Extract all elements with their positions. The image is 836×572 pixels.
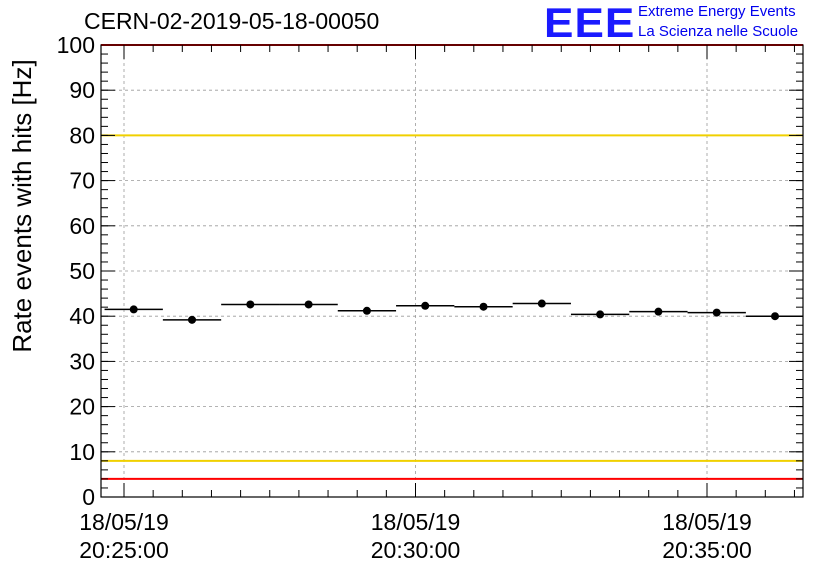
data-point <box>246 300 255 309</box>
y-tick-label: 100 <box>57 32 95 58</box>
eee-logo-line2: La Scienza nelle Scuole <box>638 23 799 40</box>
data-point <box>421 301 430 310</box>
y-tick-label: 50 <box>69 258 95 284</box>
y-tick-label: 0 <box>82 484 95 510</box>
y-tick-label: 70 <box>69 168 95 194</box>
x-tick-label-date: 18/05/19 <box>662 509 752 535</box>
x-tick-label-time: 20:30:00 <box>371 537 461 563</box>
eee-logo-line1: Extreme Energy Events <box>638 3 796 20</box>
data-point <box>129 305 138 314</box>
y-axis-label: Rate events with hits [Hz] <box>7 59 37 352</box>
y-tick-label: 20 <box>69 394 95 420</box>
data-point <box>479 302 488 311</box>
axis-layer: 010203040506070809010018/05/1920:25:0018… <box>57 32 803 563</box>
x-tick-label-date: 18/05/19 <box>79 509 169 535</box>
y-tick-label: 80 <box>69 122 95 148</box>
data-point <box>304 300 313 309</box>
data-point <box>537 299 546 308</box>
data-point <box>188 315 197 324</box>
data-point <box>362 306 371 315</box>
data-point <box>771 312 780 321</box>
y-tick-label: 40 <box>69 303 95 329</box>
grid-layer <box>101 44 803 498</box>
eee-logo-mark: EEE <box>544 0 636 46</box>
data-layer <box>104 299 803 324</box>
data-point <box>654 307 663 316</box>
x-tick-label-date: 18/05/19 <box>371 509 461 535</box>
y-tick-label: 30 <box>69 348 95 374</box>
y-tick-label: 90 <box>69 77 95 103</box>
data-point <box>712 308 721 317</box>
x-tick-label-time: 20:25:00 <box>79 537 169 563</box>
y-tick-label: 10 <box>69 439 95 465</box>
data-point <box>596 310 605 319</box>
y-tick-label: 60 <box>69 213 95 239</box>
reference-lines <box>101 44 803 480</box>
chart-title: CERN-02-2019-05-18-00050 <box>84 8 380 34</box>
x-tick-label-time: 20:35:00 <box>662 537 752 563</box>
eee-logo: EEE Extreme Energy Events La Scienza nel… <box>544 2 834 44</box>
